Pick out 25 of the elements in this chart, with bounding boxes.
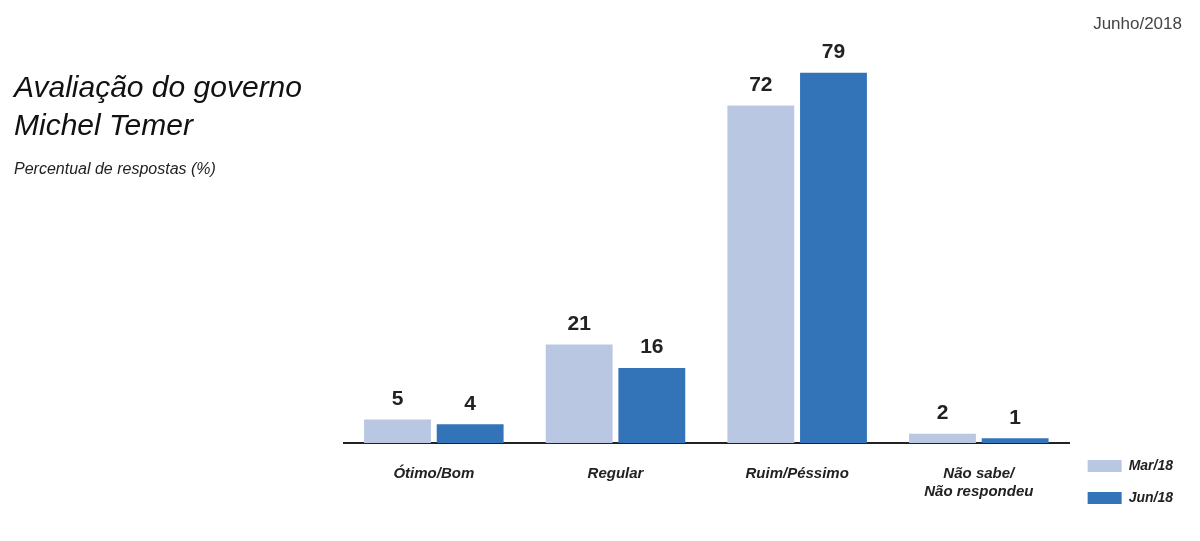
bar: [436, 424, 504, 443]
x-tick-label: Regular: [587, 464, 645, 482]
bar: [618, 368, 686, 443]
data-label: 2: [936, 399, 949, 423]
bar: [545, 344, 613, 443]
bar: [800, 72, 867, 443]
data-label: 1: [1009, 404, 1022, 428]
data-label: 4: [464, 390, 477, 414]
bar: [909, 433, 976, 443]
data-label: 79: [821, 38, 846, 62]
data-label: 72: [749, 71, 773, 95]
text: Avaliação do governo Michel Temer: [14, 69, 303, 143]
legend-label: Mar/18: [1128, 456, 1174, 473]
bar: [981, 438, 1049, 443]
x-tick-label: Ótimo/Bom: [393, 464, 475, 482]
x-tick-label: Não sabe/ Não respondeu: [924, 464, 1034, 500]
data-label: 21: [567, 310, 592, 334]
data-label: 16: [640, 334, 664, 358]
text: Percentual de respostas (%): [14, 160, 216, 178]
text: Junho/2018: [1093, 14, 1182, 34]
legend-label: Jun/18: [1128, 488, 1174, 505]
data-label: 5: [391, 385, 404, 409]
bar: [727, 105, 795, 443]
x-tick-label: Ruim/Péssimo: [745, 464, 849, 482]
bar: [364, 419, 431, 443]
